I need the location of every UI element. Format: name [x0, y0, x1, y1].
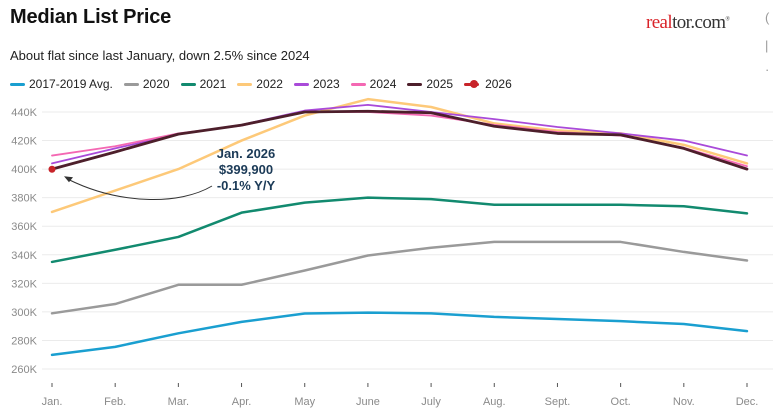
edge-glyph-2: | — [765, 38, 769, 53]
legend-label: 2020 — [142, 77, 170, 91]
y-tick-label: 320K — [11, 278, 37, 290]
legend-label: 2025 — [426, 77, 454, 91]
series-point-2026 — [48, 165, 56, 173]
legend-item-2020: 2020 — [123, 77, 170, 91]
legend-swatch — [10, 82, 25, 86]
x-tick-label: July — [421, 396, 441, 408]
legend-item-2026: 2026 — [464, 77, 512, 91]
series-line-2025 — [50, 109, 749, 171]
legend-item-2021: 2021 — [180, 77, 227, 91]
legend-item-2017-2019-avg: 2017-2019 Avg. — [10, 77, 113, 91]
y-tick-label: 400K — [11, 164, 37, 176]
legend-swatch — [123, 82, 139, 86]
legend-label: 2021 — [199, 77, 227, 91]
x-tick-label: Sept. — [545, 396, 571, 408]
x-axis-ticks: Jan. Feb. Mar. Apr. May June July Aug. Sept. Oct.… — [42, 383, 759, 408]
y-tick-label: 300K — [11, 307, 37, 319]
y-tick-label: 340K — [11, 250, 37, 262]
x-tick-label: May — [294, 396, 315, 408]
annotation-arrowhead-icon — [64, 176, 73, 183]
legend-swatch — [350, 82, 366, 86]
legend-item-2024: 2024 — [350, 77, 397, 91]
y-tick-label: 360K — [11, 221, 37, 233]
legend-swatch — [180, 82, 196, 86]
y-tick-label: 420K — [11, 136, 37, 148]
realtor-logo: realtor.com® — [646, 12, 730, 34]
annotation-line: Jan. 2026 — [217, 146, 276, 161]
legend-label: 2022 — [256, 77, 283, 91]
logo-part-dark: tor.com — [672, 12, 726, 33]
logo-registered-mark: ® — [725, 16, 730, 23]
legend-swatch — [464, 80, 480, 88]
x-tick-label: Jan. — [42, 396, 63, 408]
y-axis-tick-labels: 260K 280K 300K 320K 340K 360K 380K 400K 420K 440K — [11, 107, 37, 376]
legend-item-2025: 2025 — [407, 77, 453, 91]
annotation-line: $399,900 — [219, 162, 273, 177]
x-tick-label: Oct. — [611, 396, 631, 408]
annotation-arrow — [67, 178, 213, 201]
legend-label: 2026 — [485, 77, 512, 91]
x-tick-label: Apr. — [232, 396, 252, 408]
legend-item-2022: 2022 — [237, 77, 283, 91]
legend-label: 2023 — [312, 77, 340, 91]
y-tick-label: 260K — [11, 364, 37, 376]
x-tick-label: Aug. — [483, 396, 506, 408]
edge-glyph-1: ( — [765, 10, 770, 25]
series-line-2022 — [50, 97, 749, 214]
legend-swatch — [407, 82, 423, 86]
chart-subtitle: About flat since last January, down 2.5%… — [10, 48, 310, 63]
x-tick-label: Nov. — [673, 396, 695, 408]
x-tick-label: June — [356, 396, 380, 408]
annotation-line: -0.1% Y/Y — [217, 178, 276, 193]
legend-label: 2017-2019 Avg. — [29, 77, 113, 91]
series-line-2021 — [50, 196, 749, 264]
legend-label: 2024 — [369, 77, 397, 91]
series-line-2020 — [50, 240, 749, 315]
chart-legend: 2017-2019 Avg. 2020 2021 2022 2023 2024 2025 20… — [10, 77, 523, 91]
x-tick-label: Feb. — [104, 396, 126, 408]
series-lines — [48, 97, 749, 357]
x-tick-label: Dec. — [736, 396, 759, 408]
logo-part-red: real — [646, 12, 673, 33]
legend-swatch — [237, 82, 253, 86]
y-tick-label: 280K — [11, 335, 37, 347]
annotation: Jan. 2026$399,900-0.1% Y/Y — [64, 146, 276, 201]
series-line-2017-2019-avg — [50, 311, 749, 357]
chart-title: Median List Price — [10, 6, 172, 28]
legend-item-2023: 2023 — [293, 77, 340, 91]
legend-swatch — [293, 82, 309, 86]
edge-glyph-3: · — [765, 62, 770, 77]
y-tick-label: 380K — [11, 193, 37, 205]
grid-lines — [42, 111, 773, 370]
x-tick-label: Mar. — [168, 396, 189, 408]
y-tick-label: 440K — [11, 107, 37, 119]
